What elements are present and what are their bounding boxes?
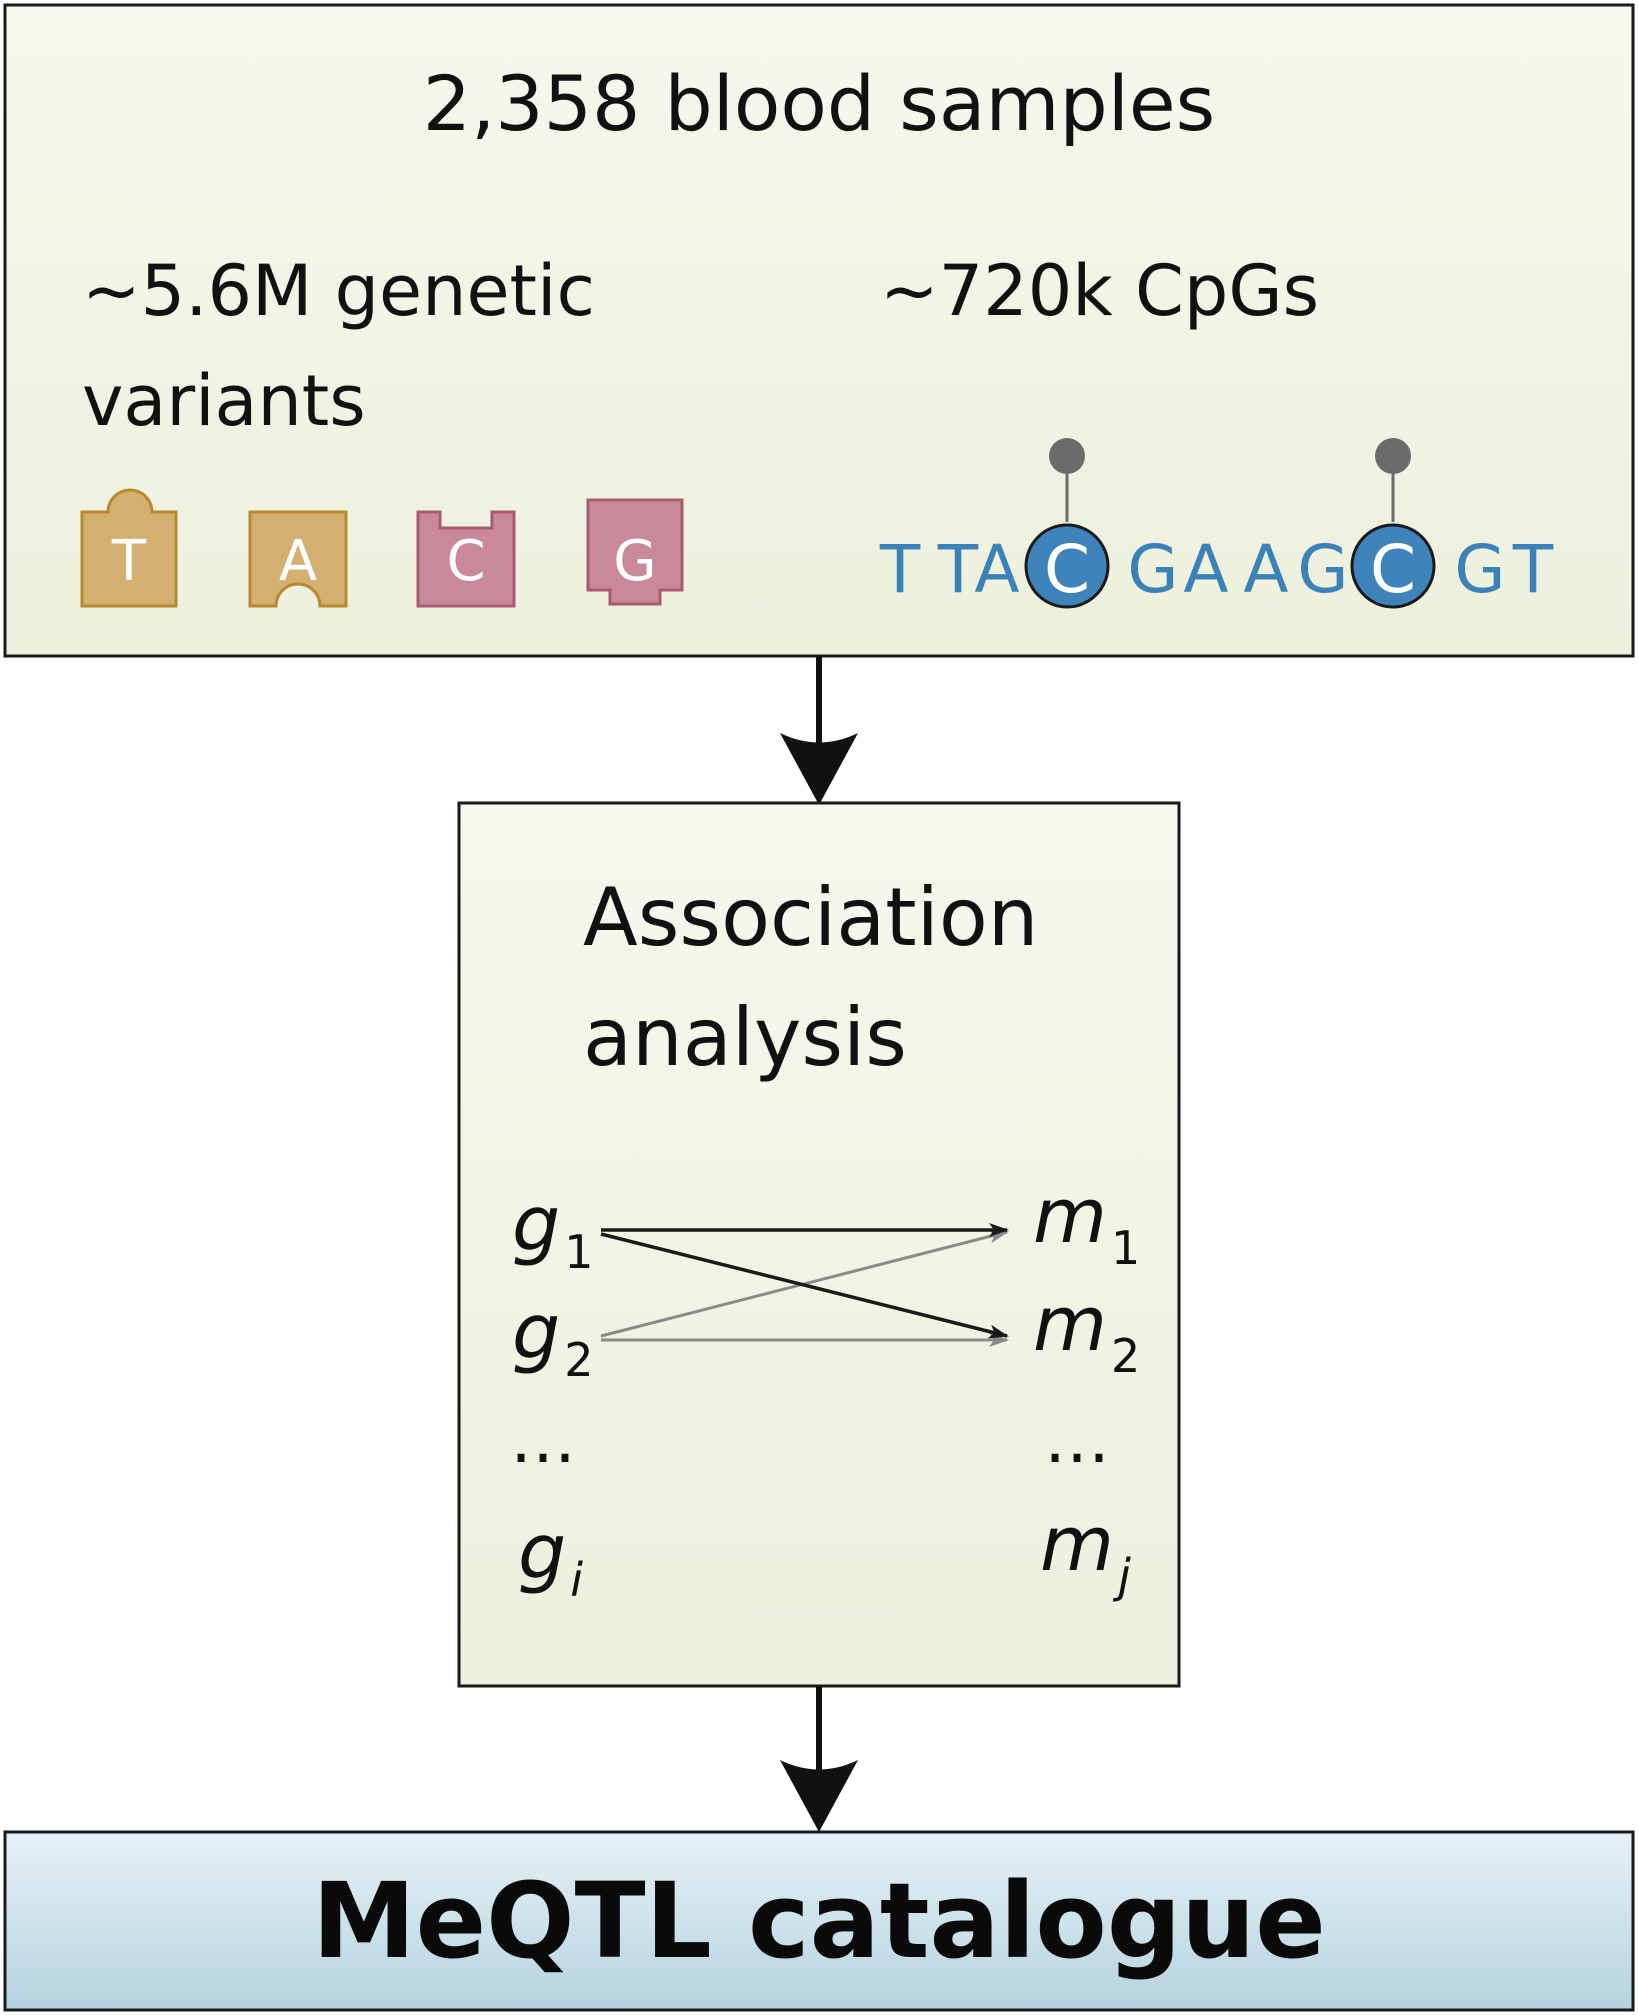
samples-title: 2,358 blood samples [423,59,1215,148]
association-title-line2: analysis [583,991,907,1084]
variants-label-line1: ~5.6M genetic [82,250,595,332]
methylation-m2: m2 [1033,1279,1140,1383]
nucleotide-letter: A [279,529,317,594]
nucleotide-letter: T [111,529,147,594]
nucleotide-block-t: T [80,488,178,608]
variants-label-line2: variants [82,360,366,442]
t-block-shape [80,488,178,608]
dna-base-letter: A [1243,531,1288,608]
methylated-cpg-circle [1024,523,1110,609]
dna-base-letter: G [1297,531,1348,608]
methyl-group-icon [1375,438,1411,474]
catalogue-box: MeQTL catalogue [3,1830,1635,2012]
genotype-g1: g1 [512,1179,594,1279]
methylation-ellipsis: … [1044,1401,1110,1478]
g-block-shape [586,498,684,606]
catalogue-label: MeQTL catalogue [312,1860,1326,1982]
cpgs-label: ~720k CpGs [880,250,1319,332]
genotype-list: g1 g2 … gi [510,1179,594,1607]
genotype-ellipsis: … [510,1401,576,1478]
flow-arrow-1 [780,656,858,805]
association-box-frame [457,801,1181,1688]
dna-base-letter: A [974,531,1019,608]
flow-arrow-2 [780,1686,858,1832]
methylated-cpg-circle [1350,523,1436,609]
methyl-group-icon [1049,438,1085,474]
c-block-shape [416,510,516,608]
association-box: Association analysis g1 g2 … gi m1 [457,801,1181,1688]
a-block-shape [248,510,348,608]
dna-base-letter: T [937,531,979,608]
dna-base-letter: T [879,531,921,608]
nucleotide-block-c: C [416,510,516,608]
association-title-line1: Association [583,871,1039,964]
nucleotide-letter: C [446,529,485,594]
dna-base-letter: C [1044,531,1090,608]
genotype-g2: g2 [512,1287,594,1387]
link-g1-m2 [600,1232,1009,1339]
association-links [600,1223,1009,1347]
dna-base-letter: T [1512,531,1554,608]
nucleotide-letter: G [613,529,656,594]
dna-base-letter: G [1454,531,1505,608]
dna-sequence: T TA C G A A G C G T [879,438,1554,609]
nucleotide-block-a: A [248,510,348,608]
nucleotide-block-g: G [586,498,684,606]
nucleotide-blocks: T A C G [80,488,684,608]
catalogue-box-frame [3,1830,1635,2012]
dna-base-letter: G [1127,531,1178,608]
dna-base-letter: A [1183,531,1228,608]
samples-box: 2,358 blood samples ~5.6M genetic varian… [3,3,1635,658]
dna-base-letter: C [1370,531,1416,608]
genotype-gi: gi [518,1507,583,1607]
methylation-m1: m1 [1033,1171,1140,1275]
